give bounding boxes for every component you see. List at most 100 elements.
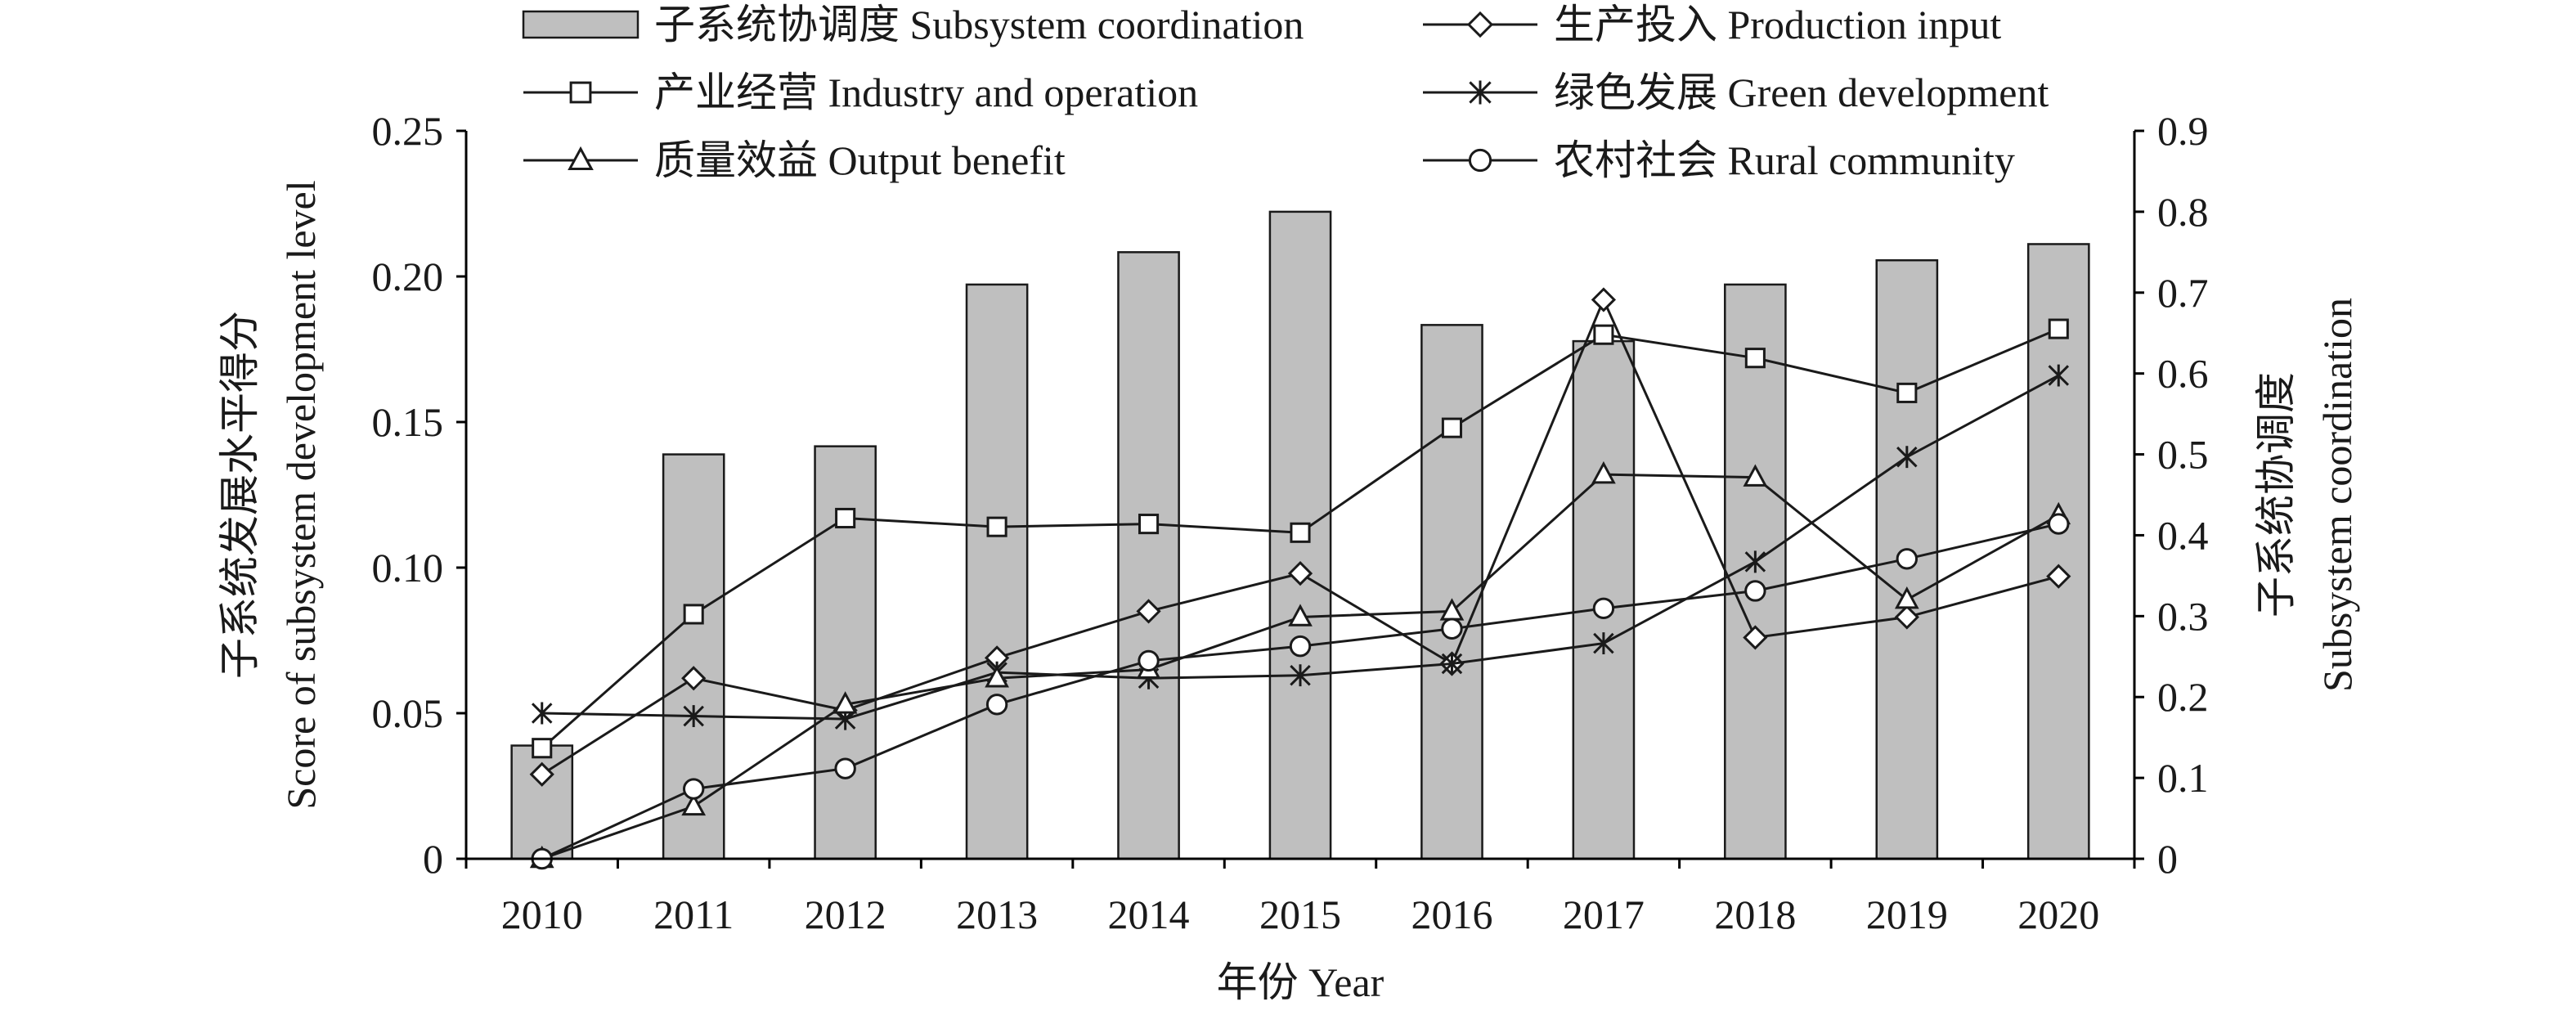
point-star-2019	[1896, 446, 1918, 469]
left-tick-label: 0	[423, 836, 443, 882]
right-tick-label: 0.9	[2157, 108, 2209, 154]
legend-label: 生产投入 Production input	[1554, 2, 2001, 47]
point-circle-2019	[1896, 548, 1919, 570]
point-diamond-2018	[1743, 625, 1768, 650]
x-axis-title: 年份 Year	[1217, 959, 1384, 1005]
point-triangle-2011	[681, 793, 707, 816]
legend-marker-star	[1469, 80, 1492, 105]
point-square-2018	[1744, 348, 1766, 369]
x-tick-label: 2013	[956, 891, 1038, 937]
point-star-2010	[531, 702, 553, 725]
point-square-2011	[683, 604, 704, 625]
axis-titles: 年份 Year 子系统发展水平得分 Score of subsystem devel…	[217, 180, 2360, 1005]
legend-item-circle: 农村社会 Rural community	[1423, 137, 2015, 183]
point-circle-2018	[1744, 580, 1766, 602]
point-square-2010	[532, 738, 553, 759]
point-circle-2017	[1592, 597, 1615, 620]
point-diamond-2010	[529, 761, 554, 787]
point-diamond-2014	[1136, 599, 1161, 624]
series-circle	[531, 513, 2070, 870]
point-star-2018	[1744, 550, 1766, 573]
point-diamond-2015	[1287, 560, 1313, 586]
point-star-2016	[1441, 653, 1463, 675]
x-tick-label: 2018	[1714, 891, 1796, 937]
bar-coordination-2014	[1117, 251, 1180, 860]
x-tick-label: 2020	[2017, 891, 2099, 937]
axes-layer: 0 0.05 0.10 0.15 0.20 0.25 0 0.1 0.2 0.3 0.4 0.5 0.6…	[372, 108, 2209, 937]
bar-coordination-2020	[2026, 243, 2090, 860]
point-circle-2012	[834, 757, 856, 779]
point-triangle-2012	[832, 691, 858, 714]
left-axis-title-cn: 子系统发展水平得分	[217, 311, 263, 679]
point-circle-2015	[1289, 635, 1312, 658]
series-square	[532, 318, 2069, 759]
legend-marker-diamond	[1466, 11, 1494, 38]
legend-marker-circle	[1468, 148, 1492, 173]
x-tick-label: 2010	[501, 891, 583, 937]
x-tick-label: 2011	[653, 891, 734, 937]
x-tick-label: 2017	[1563, 891, 1645, 937]
point-circle-2020	[2048, 513, 2070, 535]
point-square-2013	[986, 516, 1008, 537]
point-triangle-2013	[985, 665, 1009, 688]
lines-layer	[529, 287, 2071, 870]
legend-item-star: 绿色发展 Green development	[1423, 70, 2049, 115]
point-diamond-2020	[2046, 564, 2071, 589]
bar-coordination-2017	[1572, 339, 1636, 860]
bar-coordination-2013	[965, 283, 1029, 860]
legend-item-square: 产业经营 Industry and operation	[523, 70, 1198, 115]
point-triangle-2018	[1743, 464, 1768, 487]
point-triangle-2019	[1894, 586, 1919, 609]
x-tick-label: 2012	[805, 891, 886, 937]
point-triangle-2015	[1288, 604, 1313, 627]
right-axis-title-cn: 子系统协调度	[2253, 372, 2299, 618]
point-square-2015	[1290, 522, 1311, 543]
point-square-2014	[1138, 514, 1160, 535]
bars-layer	[510, 210, 2090, 860]
legend-label: 子系统协调度 Subsystem coordination	[654, 2, 1304, 47]
point-square-2019	[1896, 382, 1918, 403]
point-circle-2014	[1138, 649, 1160, 672]
x-tick-label: 2019	[1866, 891, 1948, 937]
x-tick-label: 2015	[1259, 891, 1341, 937]
series-diamond	[529, 287, 2071, 787]
point-star-2015	[1290, 664, 1311, 687]
point-circle-2016	[1441, 618, 1463, 640]
right-tick-label: 0.7	[2157, 270, 2209, 316]
legend-item-diamond: 生产投入 Production input	[1423, 2, 2001, 47]
legend-swatch-bar	[522, 10, 640, 39]
left-tick-label: 0.20	[372, 254, 444, 299]
right-axis-title-en: Subsystem coordination	[2314, 298, 2360, 692]
point-square-2016	[1441, 417, 1463, 438]
right-tick-label: 0.1	[2157, 755, 2209, 801]
left-axis-title-en: Score of subsystem development level	[278, 180, 324, 809]
point-square-2012	[835, 507, 856, 529]
legend-label: 农村社会 Rural community	[1554, 137, 2015, 183]
legend-marker-square	[569, 81, 592, 104]
legend: 子系统协调度 Subsystem coordination 产业经营 Indust…	[522, 2, 2049, 183]
point-triangle-2017	[1591, 460, 1616, 484]
legend-label: 产业经营 Industry and operation	[654, 70, 1198, 115]
left-tick-label: 0.25	[372, 108, 444, 154]
point-diamond-2017	[1591, 287, 1617, 312]
point-diamond-2019	[1894, 604, 1919, 630]
right-tick-label: 0.4	[2157, 512, 2209, 558]
point-square-2017	[1593, 324, 1614, 345]
legend-item-triangle: 质量效益 Output benefit	[523, 137, 1066, 183]
right-tick-label: 0.3	[2157, 593, 2209, 639]
x-tick-label: 2014	[1108, 891, 1190, 937]
legend-label: 质量效益 Output benefit	[654, 137, 1066, 183]
right-tick-label: 0.6	[2157, 351, 2209, 397]
point-circle-2011	[682, 778, 705, 800]
right-tick-label: 0.8	[2157, 189, 2209, 235]
x-tick-label: 2016	[1411, 891, 1492, 937]
point-circle-2013	[985, 694, 1008, 716]
legend-marker-triangle	[568, 146, 594, 170]
point-square-2020	[2048, 318, 2069, 339]
legend-item-bar: 子系统协调度 Subsystem coordination	[522, 2, 1304, 47]
point-star-2011	[683, 705, 704, 728]
point-diamond-2011	[681, 666, 707, 691]
left-tick-label: 0.05	[372, 690, 444, 736]
